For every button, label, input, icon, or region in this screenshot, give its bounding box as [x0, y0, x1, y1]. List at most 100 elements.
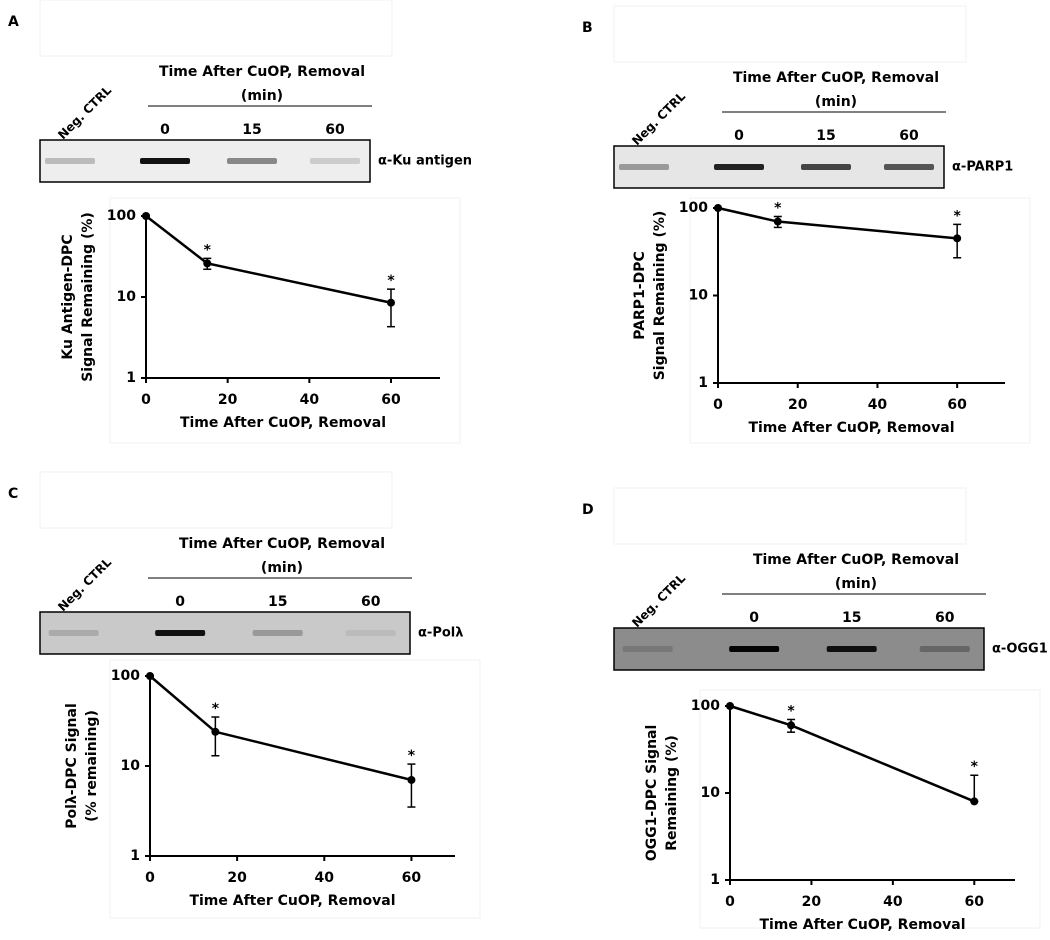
point — [142, 212, 150, 220]
x-tick-label: 60 — [381, 392, 401, 408]
y-axis-title: PARP1-DPC — [632, 251, 648, 340]
panel-label: C — [8, 486, 18, 502]
y-axis-title: OGG1-DPC Signal — [644, 725, 660, 862]
x-tick-label: 60 — [965, 894, 985, 910]
neg-ctrl-label: Neg. CTRL — [629, 89, 688, 148]
blot-header: Time After CuOP, Removal — [753, 552, 959, 568]
x-axis-title: Time After CuOP, Removal — [759, 917, 965, 933]
point — [787, 721, 796, 730]
x-axis-title: Time After CuOP, Removal — [748, 420, 954, 436]
point — [726, 702, 734, 710]
blot-band — [826, 646, 877, 652]
point — [407, 775, 416, 784]
y-tick-label: 10 — [701, 785, 721, 801]
significance-mark: * — [971, 759, 979, 775]
blot-band — [227, 158, 277, 164]
placeholder-box — [39, 0, 393, 57]
lane-label: 60 — [899, 128, 919, 144]
blot-band — [310, 158, 360, 164]
point — [714, 204, 722, 212]
point — [203, 259, 212, 268]
blot-header: Time After CuOP, Removal — [159, 64, 365, 80]
chart-frame — [109, 659, 481, 919]
neg-ctrl-label: Neg. CTRL — [55, 83, 114, 142]
lane-label: 60 — [361, 594, 381, 610]
antibody-label: α-OGG1 — [992, 642, 1048, 657]
blot-band — [140, 158, 190, 164]
x-axis-title: Time After CuOP, Removal — [189, 893, 395, 909]
x-tick-label: 0 — [713, 397, 723, 413]
blot-unit: (min) — [815, 94, 857, 110]
x-tick-label: 20 — [227, 870, 247, 886]
y-tick-label: 10 — [689, 288, 709, 304]
point — [970, 797, 979, 806]
chart-frame — [689, 197, 1031, 444]
lane-label: 0 — [734, 128, 744, 144]
placeholder-box — [613, 5, 967, 63]
significance-mark: * — [954, 208, 962, 224]
point — [773, 217, 782, 226]
panel-label: D — [582, 502, 594, 518]
x-tick-label: 20 — [802, 894, 822, 910]
blot-band — [619, 164, 669, 170]
y-tick-label: 1 — [126, 370, 136, 386]
lane-label: 0 — [175, 594, 185, 610]
lane-label: 60 — [325, 122, 345, 138]
blot-band — [919, 646, 970, 652]
y-tick-label: 1 — [130, 848, 140, 864]
y-axis-title: Signal Remaining (%) — [652, 211, 668, 381]
blot-band — [884, 164, 934, 170]
blot-unit: (min) — [261, 560, 303, 576]
blot-band — [155, 630, 206, 636]
lane-label: 60 — [935, 610, 955, 626]
placeholder-box — [613, 487, 967, 545]
lane-label: 15 — [268, 594, 287, 610]
significance-mark: * — [387, 273, 395, 289]
y-tick-label: 100 — [679, 200, 708, 216]
y-tick-label: 1 — [698, 375, 708, 391]
significance-mark: * — [787, 703, 795, 719]
panel-label: A — [8, 14, 19, 30]
y-axis-title: Ku Antigen-DPC — [60, 234, 76, 359]
lane-label: 0 — [749, 610, 759, 626]
blot-band — [801, 164, 851, 170]
chart-frame — [109, 197, 461, 444]
line — [149, 675, 412, 782]
point — [387, 298, 395, 307]
y-tick-label: 1 — [710, 872, 720, 888]
significance-mark: * — [408, 748, 416, 764]
lane-label: 0 — [160, 122, 170, 138]
significance-mark: * — [212, 701, 220, 717]
y-axis-title: Polλ-DPC Signal — [64, 703, 80, 829]
placeholder-box — [39, 471, 393, 529]
x-tick-label: 40 — [315, 870, 335, 886]
antibody-label: α-Polλ — [418, 626, 463, 641]
line — [729, 704, 975, 803]
x-tick-label: 40 — [883, 894, 903, 910]
antibody-label: α-Ku antigen — [378, 154, 472, 169]
y-tick-label: 10 — [121, 758, 141, 774]
error-bar — [387, 288, 395, 328]
blot-band — [345, 630, 396, 636]
blot-band — [714, 164, 764, 170]
y-tick-label: 10 — [117, 289, 137, 305]
y-axis-title: Signal Remaining (%) — [80, 212, 96, 382]
blot-band — [622, 646, 673, 652]
x-axis-title: Time After CuOP, Removal — [180, 415, 386, 431]
line — [717, 206, 958, 240]
blot-header: Time After CuOP, Removal — [733, 70, 939, 86]
lane-label: 15 — [242, 122, 261, 138]
y-axis-title: Remaining (%) — [664, 735, 680, 851]
blot-unit: (min) — [241, 88, 283, 104]
point — [211, 727, 220, 736]
blot-unit: (min) — [835, 576, 877, 592]
y-tick-label: 100 — [107, 208, 136, 224]
x-tick-label: 0 — [145, 870, 155, 886]
line — [145, 215, 392, 304]
significance-mark: * — [774, 200, 782, 216]
significance-mark: * — [204, 242, 212, 258]
blot-band — [729, 646, 780, 652]
x-tick-label: 60 — [947, 397, 967, 413]
panel-label: B — [582, 20, 593, 36]
